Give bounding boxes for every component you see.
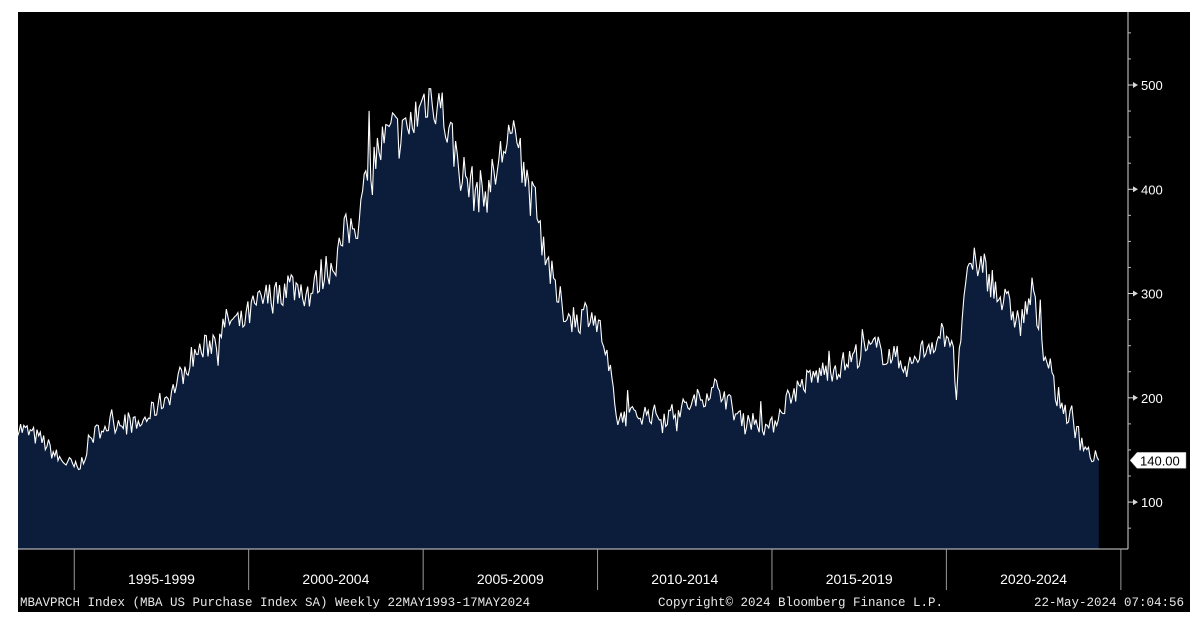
y-tick-arrow bbox=[1133, 186, 1138, 193]
y-tick-label: 500 bbox=[1141, 78, 1163, 93]
x-tick-label: 2010-2014 bbox=[651, 571, 718, 587]
x-tick-label: 2000-2004 bbox=[302, 571, 369, 587]
last-value-tag bbox=[1129, 452, 1187, 469]
series-line bbox=[18, 87, 1100, 471]
chart-frame: 100 200 300 400 500 140.00 1995-1999 2000-2004 2… bbox=[18, 12, 1190, 612]
y-tick-label: 400 bbox=[1141, 182, 1163, 197]
footer-index-description: MBAVPRCH Index (MBA US Purchase Index SA… bbox=[20, 596, 531, 610]
x-tick-label: 1995-1999 bbox=[128, 571, 195, 587]
y-tick-label: 300 bbox=[1141, 287, 1163, 302]
chart-footer: MBAVPRCH Index (MBA US Purchase Index SA… bbox=[18, 595, 1190, 612]
footer-copyright: Copyright© 2024 Bloomberg Finance L.P. bbox=[658, 596, 944, 610]
series-area bbox=[18, 88, 1099, 549]
y-tick-arrow bbox=[1133, 290, 1138, 297]
y-tick-label: 200 bbox=[1141, 391, 1163, 406]
x-tick-label: 2005-2009 bbox=[477, 571, 544, 587]
y-tick-label: 100 bbox=[1141, 495, 1163, 510]
y-tick-arrow bbox=[1133, 81, 1138, 88]
y-tick-arrow bbox=[1133, 394, 1138, 401]
chart-svg: 100 200 300 400 500 140.00 1995-1999 2000-2004 2… bbox=[18, 12, 1187, 590]
last-value-label: 140.00 bbox=[1140, 453, 1180, 468]
x-tick-label: 2015-2019 bbox=[826, 571, 893, 587]
y-tick-arrow bbox=[1133, 499, 1138, 506]
footer-timestamp: 22-May-2024 07:04:56 bbox=[1033, 596, 1184, 610]
x-tick-label: 2020-2024 bbox=[1000, 571, 1067, 587]
